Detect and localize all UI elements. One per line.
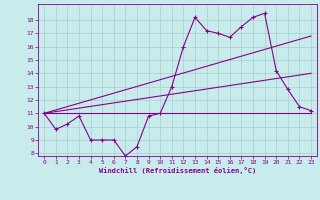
X-axis label: Windchill (Refroidissement éolien,°C): Windchill (Refroidissement éolien,°C): [99, 167, 256, 174]
